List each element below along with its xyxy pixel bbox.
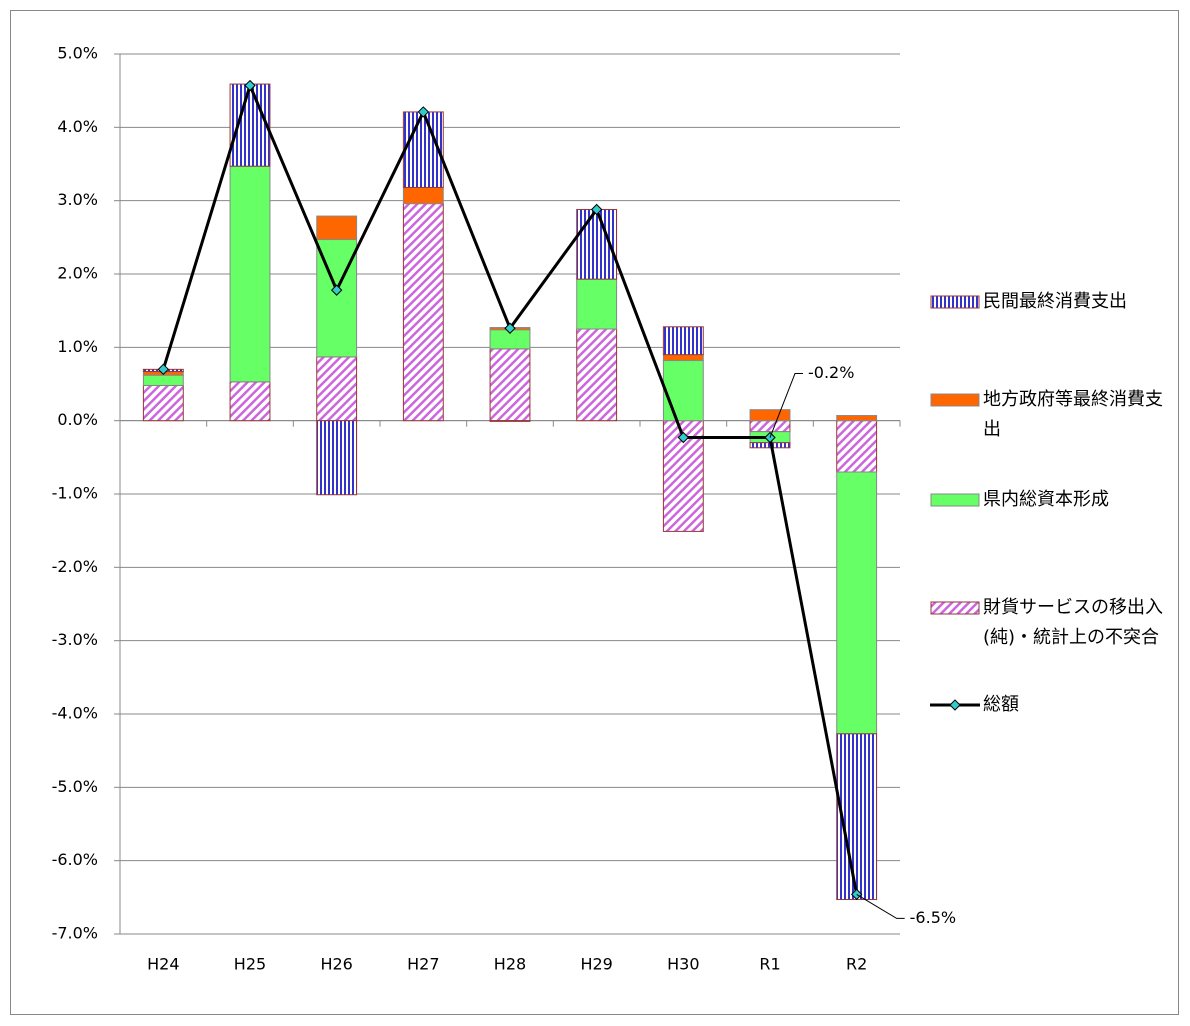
bar-segment [662,420,704,532]
y-tick-label: -1.0% [52,484,98,503]
label-leader [769,373,803,438]
y-tick-label: -5.0% [52,777,98,796]
line-marker [244,79,256,92]
x-tick-label: H30 [667,955,699,974]
bar-segment [316,215,358,241]
bar-segment [662,360,704,422]
x-tick-label: R2 [846,955,867,974]
x-tick-label: H26 [320,955,352,974]
data-label: -6.5% [910,908,956,927]
y-tick-label: -3.0% [52,630,98,649]
x-tick-label: H28 [494,955,526,974]
bar-segment [229,83,271,167]
y-tick-label: -4.0% [52,704,98,723]
bar-segment [749,409,791,422]
y-tick-label: -2.0% [52,557,98,576]
x-tick-label: R1 [759,955,780,974]
line-marker [590,203,603,216]
bar-segment [576,208,618,280]
legend-swatch [930,393,980,407]
y-tick-label: 2.0% [57,264,98,283]
legend-label: 県内総資本形成 [983,489,1109,510]
x-tick-label: H29 [580,955,612,974]
bar-segment [142,384,184,422]
y-tick-label: -6.0% [52,850,98,869]
bar-segment [402,111,444,188]
bar-segment [142,374,184,386]
line-marker [417,106,430,118]
legend-label: 地方政府等最終消費支出 [983,389,1163,440]
legend-swatch [930,601,980,615]
bar-segment [662,354,704,362]
bar-segment [489,420,531,422]
line-marker [504,322,516,334]
bar-segment [316,420,358,496]
bar-segment [576,278,618,330]
legend-label: 財貨サービスの移出入(純)・統計上の不突合 [983,597,1163,648]
bar-segment [229,381,271,422]
bar-segment [836,420,878,473]
bar-segment [662,326,704,356]
bar-segment [402,203,444,422]
x-tick-label: H27 [407,955,439,974]
legend-label: 総額 [983,694,1019,715]
bar-segment [836,415,878,422]
bar-segment [402,186,444,205]
legend-swatch [930,295,980,309]
legend-marker [949,699,961,711]
y-tick-label: 3.0% [57,190,98,209]
label-leader [856,893,905,919]
y-tick-label: 0.0% [57,410,98,429]
bar-segment [836,471,878,735]
bar-segment [576,328,618,422]
line-marker [677,431,690,444]
chart-border [10,10,1179,1015]
y-tick-label: 4.0% [57,117,98,136]
line-marker [330,284,343,296]
line-marker [157,363,170,376]
y-tick-label: 1.0% [57,337,98,356]
bar-segment [749,420,791,433]
legend-swatch [930,493,980,507]
bar-segment [229,165,271,383]
x-tick-label: H24 [147,955,179,974]
bar-segment [316,356,358,422]
bar-segment [489,348,531,422]
y-tick-label: -7.0% [52,924,98,943]
data-label: -0.2% [808,363,854,382]
y-tick-label: 5.0% [57,44,98,63]
legend-label: 民間最終消費支出 [983,291,1127,312]
x-tick-label: H25 [234,955,266,974]
